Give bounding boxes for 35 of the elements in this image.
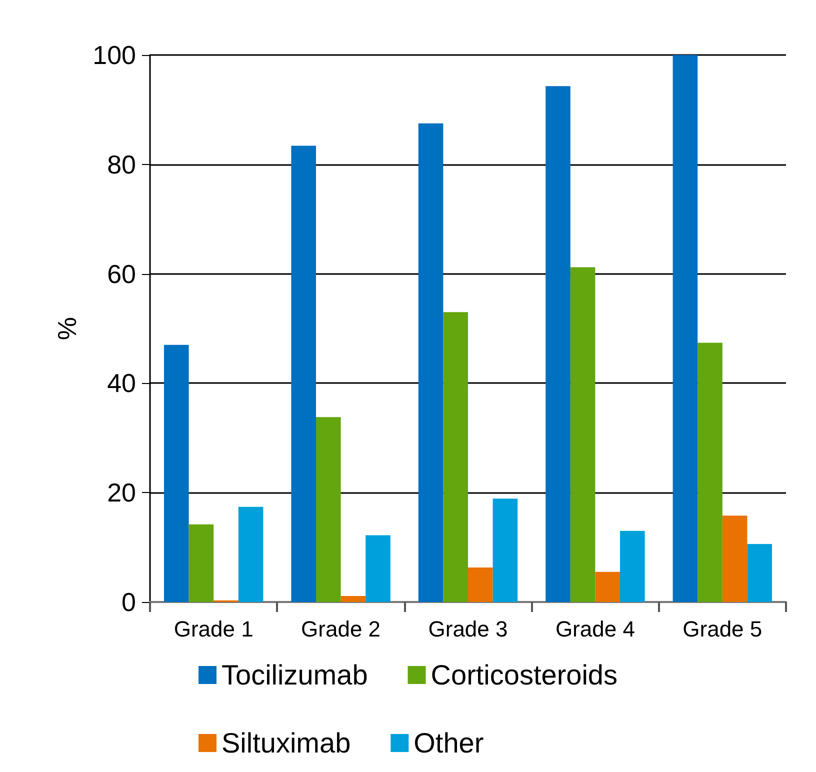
bar [492, 498, 518, 602]
bar [595, 572, 620, 602]
bar [698, 342, 722, 602]
legend-label: Siltuximab [221, 728, 351, 758]
legend-label: Tocilizumab [221, 660, 368, 690]
bar [340, 596, 366, 602]
x-tick-label: Grade 3 [428, 616, 508, 642]
x-tick-label: Grade 5 [682, 616, 762, 642]
x-tick-label: Grade 2 [301, 616, 381, 642]
bar [316, 417, 341, 602]
legend-label: Other [414, 728, 484, 758]
y-tick-label: 80 [107, 149, 136, 180]
y-tick-label: 0 [122, 587, 136, 617]
bar [672, 55, 698, 602]
y-tick-label: 100 [92, 40, 136, 70]
bar [747, 544, 772, 602]
bar [366, 535, 390, 602]
x-tick-label: Grade 1 [174, 616, 254, 642]
bar [291, 146, 316, 602]
bar [546, 86, 570, 602]
bar [188, 524, 214, 602]
bar [570, 267, 596, 602]
bar [164, 344, 189, 602]
legend-label: Corticosteroids [430, 660, 618, 690]
y-tick-label: 20 [107, 478, 136, 508]
x-tick-label: Grade 4 [555, 616, 635, 642]
y-tick-label: 40 [107, 368, 136, 398]
bar [722, 516, 748, 602]
bar [418, 123, 444, 602]
bar [468, 568, 493, 602]
bar [443, 312, 468, 602]
y-tick-label: 60 [107, 258, 136, 289]
bar [238, 506, 264, 602]
bar [620, 530, 645, 602]
y-axis-title: % [52, 316, 82, 340]
